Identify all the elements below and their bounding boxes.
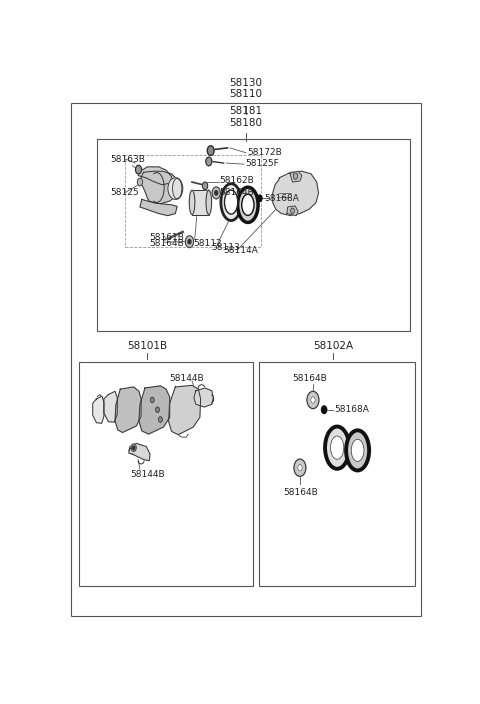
Text: 58162B: 58162B (219, 176, 254, 185)
Text: 58181
58180: 58181 58180 (229, 106, 263, 128)
Circle shape (135, 165, 142, 174)
Text: 58101B: 58101B (127, 341, 168, 351)
Circle shape (293, 173, 298, 180)
Circle shape (168, 177, 183, 199)
Circle shape (185, 236, 193, 248)
Ellipse shape (325, 427, 349, 469)
Text: 58168A: 58168A (334, 406, 369, 414)
Polygon shape (138, 167, 172, 184)
Ellipse shape (242, 194, 254, 215)
Text: 58102A: 58102A (313, 341, 353, 351)
Circle shape (298, 465, 302, 471)
Circle shape (156, 407, 159, 413)
Ellipse shape (172, 178, 182, 199)
Polygon shape (287, 206, 298, 215)
Circle shape (150, 397, 154, 403)
Text: 58161B: 58161B (149, 234, 184, 242)
Text: 58112: 58112 (193, 239, 222, 248)
Text: 58164B: 58164B (219, 189, 254, 197)
Text: 58144B: 58144B (131, 470, 165, 479)
Text: 58113: 58113 (211, 243, 240, 251)
Polygon shape (129, 444, 150, 460)
Polygon shape (104, 391, 117, 422)
Text: 58168A: 58168A (264, 194, 299, 203)
Ellipse shape (351, 439, 364, 461)
Text: 58163B: 58163B (110, 155, 145, 164)
Ellipse shape (331, 436, 344, 459)
Text: 58164B: 58164B (149, 239, 184, 249)
Text: 58164B: 58164B (292, 374, 327, 383)
Polygon shape (192, 190, 209, 215)
Circle shape (290, 208, 294, 213)
Circle shape (203, 182, 208, 189)
Circle shape (212, 187, 220, 199)
Polygon shape (93, 396, 104, 423)
Ellipse shape (238, 187, 258, 222)
Ellipse shape (225, 190, 238, 214)
Polygon shape (194, 388, 213, 407)
Circle shape (131, 444, 136, 451)
Circle shape (137, 178, 143, 186)
Ellipse shape (221, 184, 241, 220)
Circle shape (322, 406, 327, 413)
Polygon shape (273, 171, 319, 215)
Circle shape (158, 417, 162, 422)
Text: 58125F: 58125F (246, 159, 279, 168)
Circle shape (311, 397, 315, 403)
Circle shape (258, 195, 262, 201)
Circle shape (188, 239, 191, 244)
Text: 58164B: 58164B (283, 488, 318, 496)
Text: 58172B: 58172B (247, 148, 282, 157)
Ellipse shape (189, 190, 195, 215)
Circle shape (307, 391, 319, 408)
Circle shape (207, 146, 214, 156)
Text: 58125: 58125 (110, 189, 139, 197)
Text: 58144B: 58144B (170, 374, 204, 383)
Circle shape (294, 459, 306, 477)
Ellipse shape (206, 190, 212, 215)
Ellipse shape (346, 430, 369, 470)
Polygon shape (290, 171, 302, 182)
Polygon shape (115, 387, 141, 432)
Circle shape (132, 446, 135, 449)
Text: 58130
58110: 58130 58110 (229, 77, 263, 99)
Polygon shape (139, 386, 170, 434)
Polygon shape (140, 199, 177, 215)
Circle shape (215, 191, 218, 195)
Polygon shape (168, 385, 201, 434)
Polygon shape (141, 171, 179, 203)
Text: 58114A: 58114A (224, 246, 258, 256)
Circle shape (206, 157, 212, 166)
